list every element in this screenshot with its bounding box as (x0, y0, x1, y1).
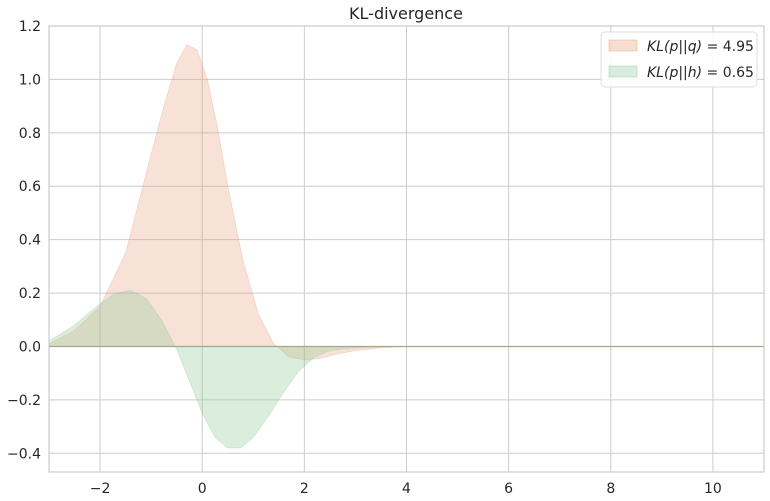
x-tick-label: 0 (198, 481, 207, 497)
x-tick-label: 6 (504, 481, 513, 497)
y-tick-label: 1.2 (19, 19, 41, 35)
y-tick-label: 0.2 (19, 286, 41, 302)
y-tick-label: −0.4 (7, 446, 41, 462)
chart-title: KL-divergence (349, 4, 463, 23)
x-tick-label: 4 (402, 481, 411, 497)
y-tick-label: 0.8 (19, 126, 41, 142)
x-tick-label: 10 (704, 481, 722, 497)
legend-label-2: KL(p||h) = 0.65 (647, 65, 754, 81)
legend: KL(p||q) = 4.95 KL(p||h) = 0.65 (600, 31, 758, 88)
series-areas (48, 44, 764, 449)
axes (48, 25, 765, 473)
y-tick-label: 1.0 (19, 72, 41, 88)
legend-box (600, 31, 758, 88)
x-tick-label: −2 (90, 481, 111, 497)
legend-swatch-2 (608, 65, 638, 78)
plot-frame (48, 25, 765, 473)
x-tick-label: 8 (606, 481, 615, 497)
y-tick-label: 0.4 (19, 233, 41, 249)
y-tick-label: 0.0 (19, 339, 41, 355)
tick-labels: −2 0 2 4 6 8 10 −0.4 −0.2 0.0 0.2 0.4 0.6 0.8 1.0 1.2 (7, 19, 722, 497)
x-tick-label: 2 (300, 481, 309, 497)
legend-label-1: KL(p||q) = 4.95 (647, 39, 754, 55)
legend-swatch-1 (608, 39, 638, 52)
y-tick-label: −0.2 (7, 393, 41, 409)
y-tick-label: 0.6 (19, 179, 41, 195)
